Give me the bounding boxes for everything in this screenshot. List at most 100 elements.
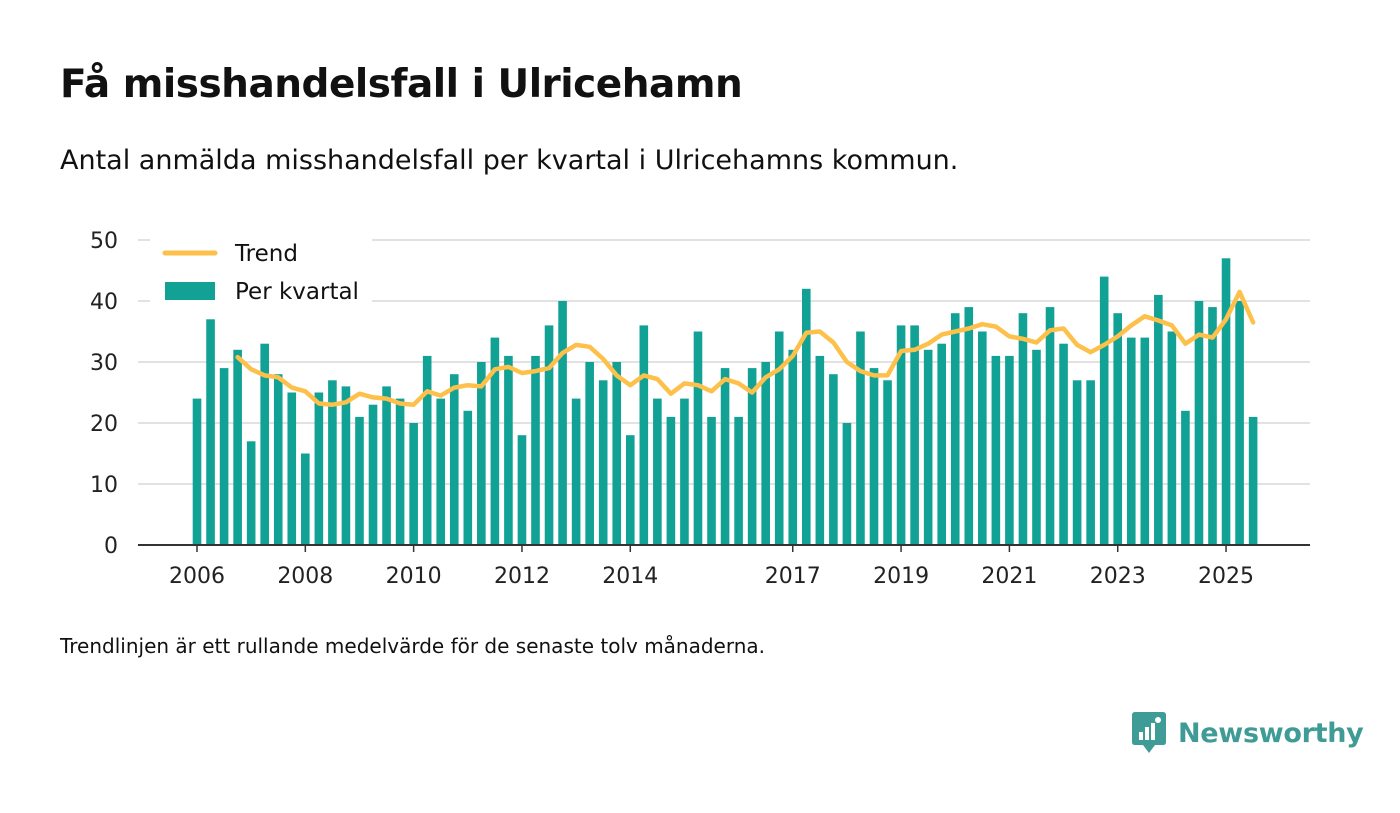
- bar: [598, 380, 608, 545]
- bar: [328, 380, 337, 545]
- y-tick-label: 20: [90, 412, 118, 437]
- bar: [436, 398, 446, 545]
- bar: [693, 331, 703, 545]
- bar: [463, 410, 473, 545]
- bar: [1248, 416, 1258, 545]
- bar: [585, 362, 594, 545]
- x-axis-ticks: 2006 2008 2010 2012 2014 2017 2019 2021 2023 2025: [169, 545, 1254, 589]
- y-axis-ticks: 0 10 20 30 40 50: [90, 229, 118, 559]
- x-tick-label: 2021: [981, 564, 1037, 589]
- legend: Trend Per kvartal: [150, 236, 372, 308]
- bar: [950, 313, 960, 545]
- bar: [287, 392, 297, 545]
- bar: [1005, 355, 1014, 545]
- bar: [1099, 276, 1109, 545]
- bar: [1221, 258, 1231, 545]
- bar: [1194, 301, 1204, 545]
- bar: [910, 325, 919, 545]
- bar: [246, 441, 256, 545]
- bar: [192, 398, 202, 545]
- bar: [1181, 410, 1190, 545]
- trend-line: [235, 289, 1256, 407]
- x-tick-label: 2019: [873, 564, 929, 589]
- chart-subtitle: Antal anmälda misshandelsfall per kvarta…: [60, 145, 959, 176]
- bar: [788, 349, 798, 545]
- bar: [856, 331, 865, 545]
- bar: [531, 355, 540, 545]
- x-tick-label: 2025: [1198, 564, 1254, 589]
- legend-bar-label: Per kvartal: [235, 279, 359, 305]
- newsworthy-logo-icon: [1132, 712, 1166, 753]
- bar: [395, 398, 405, 545]
- y-tick-label: 10: [90, 473, 118, 498]
- bar: [720, 368, 730, 545]
- bar: [666, 416, 676, 545]
- bar: [490, 337, 500, 545]
- chart-title: Få misshandelsfall i Ulricehamn: [60, 62, 743, 107]
- bar: [680, 398, 689, 545]
- bar: [612, 362, 622, 545]
- bar: [869, 368, 879, 545]
- x-tick-label: 2023: [1090, 564, 1146, 589]
- bar: [341, 386, 351, 545]
- y-tick-label: 30: [90, 351, 118, 376]
- y-tick-label: 50: [90, 229, 118, 254]
- bar: [260, 343, 269, 545]
- bar: [301, 453, 310, 545]
- bar: [896, 325, 906, 545]
- bar: [1167, 331, 1177, 545]
- bar: [449, 374, 459, 545]
- brand-name: Newsworthy: [1178, 717, 1364, 749]
- bar: [883, 380, 892, 545]
- bar: [815, 355, 825, 545]
- bar: [233, 349, 242, 545]
- bar: [802, 288, 811, 545]
- bar: [1072, 380, 1082, 545]
- legend-trend-label: Trend: [234, 241, 298, 267]
- bar: [544, 325, 554, 545]
- footnote: Trendlinjen är ett rullande medelvärde f…: [60, 634, 766, 658]
- bar: [1208, 307, 1217, 545]
- bar: [517, 435, 527, 545]
- bar: [355, 416, 364, 545]
- bar: [774, 331, 784, 545]
- brand-logo: Newsworthy: [1132, 710, 1364, 756]
- bar: [653, 398, 662, 545]
- bar: [219, 368, 229, 545]
- bar: [937, 343, 946, 545]
- bar: [639, 325, 649, 545]
- bar: [991, 355, 1001, 545]
- bar: [206, 319, 215, 545]
- x-tick-label: 2006: [169, 564, 225, 589]
- bar: [1059, 343, 1068, 545]
- bar: [1045, 307, 1055, 545]
- bar: [571, 398, 581, 545]
- bar: [1018, 313, 1028, 545]
- bar: [747, 368, 757, 545]
- x-tick-label: 2008: [277, 564, 333, 589]
- bar: [829, 374, 838, 545]
- bar: [422, 355, 432, 545]
- bar: [1154, 294, 1163, 545]
- bar: [707, 416, 716, 545]
- bar: [382, 386, 391, 545]
- bar: [978, 331, 987, 545]
- bar: [761, 362, 770, 545]
- bar: [368, 404, 378, 545]
- bar: [734, 416, 743, 545]
- bar: [1113, 313, 1123, 545]
- bar: [964, 307, 974, 545]
- legend-bar-swatch: [165, 282, 215, 300]
- bar: [273, 374, 283, 545]
- bar: [923, 349, 933, 545]
- bar: [842, 423, 852, 545]
- bar: [1126, 337, 1136, 545]
- bar: [314, 392, 324, 545]
- bar: [1032, 349, 1041, 545]
- bar: [477, 362, 486, 545]
- y-tick-label: 0: [104, 534, 118, 559]
- bar: [1140, 337, 1150, 545]
- x-tick-label: 2012: [494, 564, 550, 589]
- bar: [558, 301, 567, 545]
